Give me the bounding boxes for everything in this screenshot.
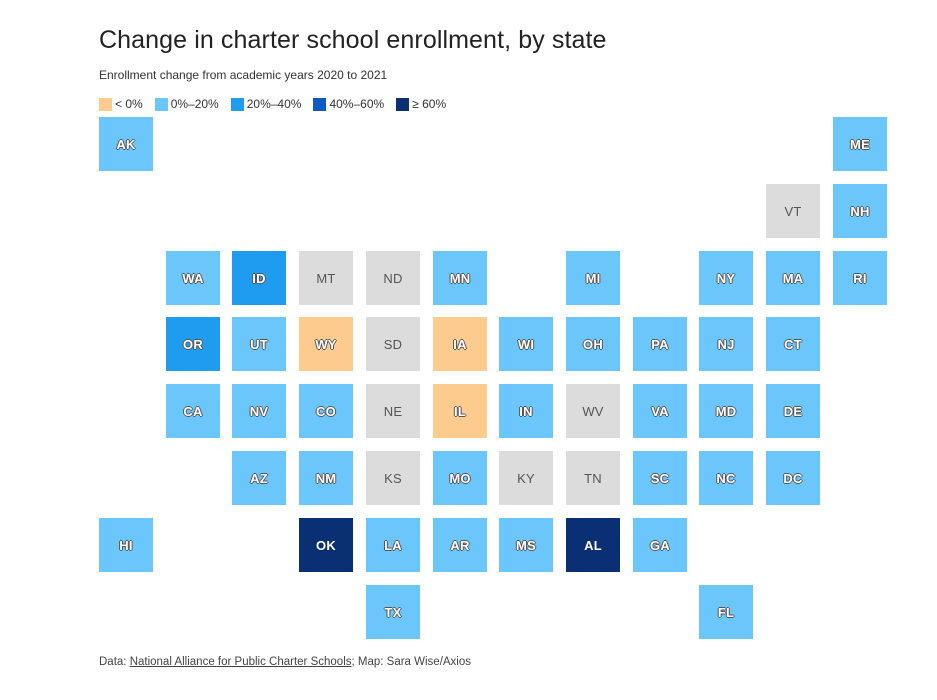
state-tile-id[interactable]: ID [232,251,286,305]
state-tile-ct[interactable]: CT [766,317,820,371]
source-footer: Data: National Alliance for Public Chart… [99,656,471,668]
state-tile-ks[interactable]: KS [366,451,420,505]
state-tile-nd[interactable]: ND [366,251,420,305]
state-tile-or[interactable]: OR [166,317,220,371]
state-tile-ma[interactable]: MA [766,251,820,305]
state-tile-oh[interactable]: OH [566,317,620,371]
state-tile-il[interactable]: IL [433,384,487,438]
legend-label: ≥ 60% [412,97,447,111]
legend: < 0% 0%–20% 20%–40% 40%–60% ≥ 60% [99,97,446,111]
legend-label: 0%–20% [170,97,219,111]
state-tile-sc[interactable]: SC [633,451,687,505]
state-tile-ny[interactable]: NY [699,251,753,305]
state-tile-wi[interactable]: WI [499,317,553,371]
legend-item: ≥ 60% [396,97,446,111]
state-tile-al[interactable]: AL [566,518,620,572]
legend-swatch [154,97,168,111]
state-tile-mi[interactable]: MI [566,251,620,305]
state-tile-az[interactable]: AZ [232,451,286,505]
state-tile-wv[interactable]: WV [566,384,620,438]
legend-swatch [396,97,410,111]
state-tile-nh[interactable]: NH [833,184,887,238]
state-tile-in[interactable]: IN [499,384,553,438]
state-tile-sd[interactable]: SD [366,317,420,371]
state-tile-nm[interactable]: NM [299,451,353,505]
state-tile-ga[interactable]: GA [633,518,687,572]
state-tile-pa[interactable]: PA [633,317,687,371]
state-tile-mt[interactable]: MT [299,251,353,305]
state-tile-de[interactable]: DE [766,384,820,438]
state-tile-va[interactable]: VA [633,384,687,438]
state-tile-me[interactable]: ME [833,117,887,171]
legend-label: < 0% [115,97,143,111]
legend-label: 40%–60% [329,97,385,111]
state-tile-ri[interactable]: RI [833,251,887,305]
state-tile-nv[interactable]: NV [232,384,286,438]
chart-subtitle: Enrollment change from academic years 20… [99,68,388,82]
state-tile-fl[interactable]: FL [699,585,753,639]
footer-suffix: ; Map: Sara Wise/Axios [351,656,472,668]
legend-item: < 0% [99,97,143,111]
chart-title: Change in charter school enrollment, by … [99,26,607,54]
state-tile-ne[interactable]: NE [366,384,420,438]
state-tile-ut[interactable]: UT [232,317,286,371]
legend-label: 20%–40% [246,97,302,111]
state-tile-nj[interactable]: NJ [699,317,753,371]
state-tile-ky[interactable]: KY [499,451,553,505]
legend-item: 40%–60% [313,97,384,111]
legend-swatch [230,97,244,111]
state-tile-nc[interactable]: NC [699,451,753,505]
state-tile-mo[interactable]: MO [433,451,487,505]
state-tile-tx[interactable]: TX [366,585,420,639]
state-tile-ar[interactable]: AR [433,518,487,572]
legend-swatch [313,97,327,111]
state-tile-ca[interactable]: CA [166,384,220,438]
state-tile-dc[interactable]: DC [766,451,820,505]
state-tile-wa[interactable]: WA [166,251,220,305]
legend-item: 0%–20% [154,97,219,111]
state-tile-wy[interactable]: WY [299,317,353,371]
state-tile-md[interactable]: MD [699,384,753,438]
state-tile-la[interactable]: LA [366,518,420,572]
footer-prefix: Data: [99,656,130,668]
legend-swatch [99,97,112,111]
state-tile-ak[interactable]: AK [99,117,153,171]
state-tile-mn[interactable]: MN [433,251,487,305]
state-tile-ms[interactable]: MS [499,518,553,572]
state-tile-tn[interactable]: TN [566,451,620,505]
state-tile-co[interactable]: CO [299,384,353,438]
state-tile-hi[interactable]: HI [99,518,153,572]
state-tile-vt[interactable]: VT [766,184,820,238]
legend-item: 20%–40% [230,97,302,111]
state-tile-ok[interactable]: OK [299,518,353,572]
source-link[interactable]: National Alliance for Public Charter Sch… [129,656,352,668]
state-tile-ia[interactable]: IA [433,317,487,371]
